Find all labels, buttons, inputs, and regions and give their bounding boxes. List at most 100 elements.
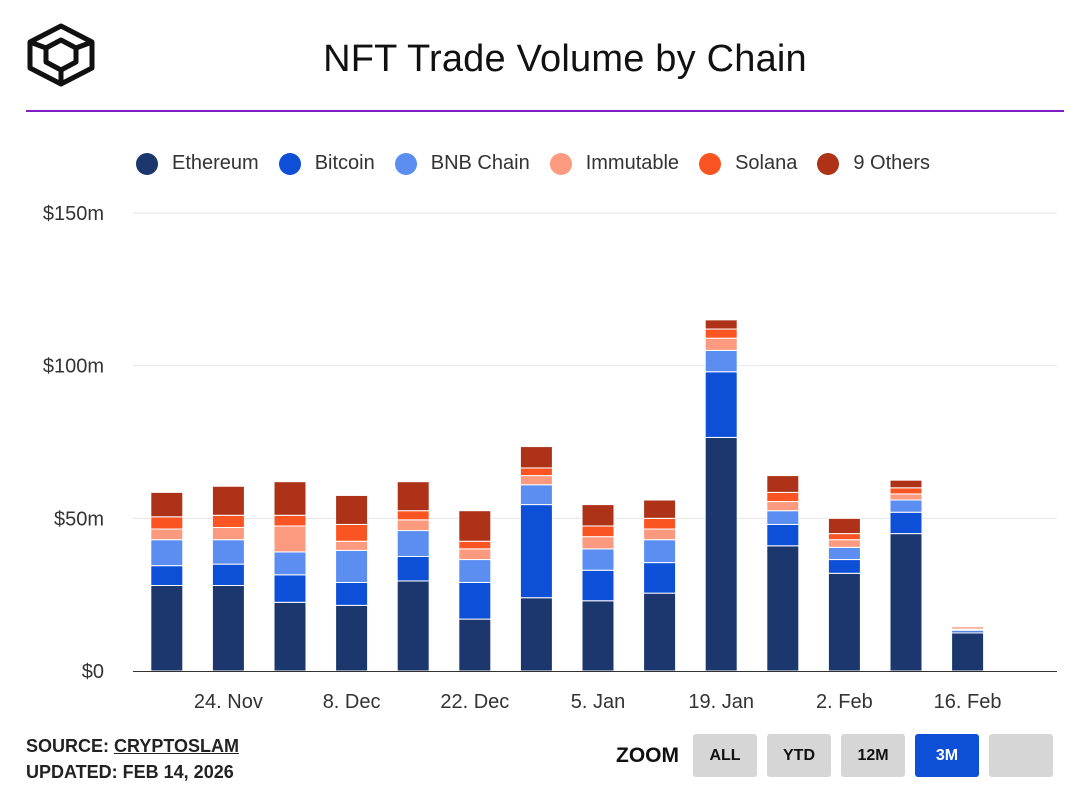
bar-segment (396, 519, 430, 532)
bar-segment (581, 536, 615, 550)
bar-segment (396, 510, 430, 521)
zoom-3m-button[interactable]: 3M (915, 734, 979, 777)
legend-dot-icon (136, 152, 158, 175)
legend-label: BNB Chain (430, 152, 530, 174)
bar-segment (335, 549, 369, 583)
legend-label: Ethereum (172, 152, 259, 174)
source-link[interactable]: CRYPTOSLAM (114, 736, 240, 756)
legend-item-bnb-chain[interactable]: BNB Chain (394, 152, 530, 175)
legend-label: Immutable (585, 152, 680, 174)
bar-segment (889, 533, 923, 672)
bar-segment (519, 467, 553, 477)
bar-segment (889, 487, 923, 495)
bar-segment (458, 540, 492, 550)
chart-legend: Ethereum Bitcoin BNB Chain Immutable Sol… (136, 152, 950, 175)
bar-segment (581, 504, 615, 527)
x-tick-label: 8. Dec (323, 691, 381, 713)
bar-segment (211, 563, 245, 587)
bar-segment (827, 546, 861, 561)
bar-segment (335, 523, 369, 542)
zoom-label: ZOOM (616, 743, 679, 767)
bar-segment (704, 319, 738, 330)
legend-item-solana[interactable]: Solana (699, 152, 797, 175)
legend-item-bitcoin[interactable]: Bitcoin (278, 152, 375, 175)
zoom-12m-button[interactable]: 12M (841, 734, 905, 777)
bar-segment (889, 493, 923, 501)
bar-segment (396, 556, 430, 582)
bar-segment (335, 494, 369, 525)
bar-segment (951, 625, 985, 628)
bar-segment (396, 481, 430, 512)
bar-segment (519, 504, 553, 599)
legend-label: Solana (735, 152, 798, 174)
bar-segment (581, 548, 615, 571)
bar-segment (150, 585, 184, 672)
bar-segment (581, 569, 615, 602)
bar-segment (766, 501, 800, 512)
bar-segment (581, 600, 615, 672)
bar-segment (519, 597, 553, 672)
bar-segment (643, 528, 677, 541)
bar-segment (704, 371, 738, 438)
legend-item-others[interactable]: 9 Others (817, 152, 930, 175)
bar-segment (458, 581, 492, 620)
bar-segment (519, 475, 553, 486)
bar-segment (827, 533, 861, 541)
bar-segment (273, 574, 307, 603)
bar-segment (458, 618, 492, 672)
x-tick-label: 16. Feb (934, 691, 1002, 713)
bar-segment (643, 517, 677, 530)
y-tick-label: $150m (43, 203, 104, 225)
bar-segment (396, 580, 430, 672)
bar-segment (211, 539, 245, 565)
bar-segment (273, 514, 307, 527)
bar-segment (335, 604, 369, 672)
bar-segment (150, 528, 184, 541)
bar-segment (211, 514, 245, 528)
bar-segment (643, 539, 677, 564)
bar-segment (827, 517, 861, 535)
zoom-blank-button[interactable] (989, 734, 1053, 777)
bar-segment (150, 539, 184, 567)
bar-segment (273, 481, 307, 516)
bar-segment (704, 349, 738, 373)
x-tick-label: 2. Feb (816, 691, 873, 713)
bar-segment (889, 479, 923, 489)
legend-dot-icon (699, 152, 722, 175)
cube-logo-icon (27, 23, 95, 87)
zoom-all-button[interactable]: ALL (693, 734, 757, 777)
source-prefix: SOURCE: (26, 736, 110, 756)
bar-segment (951, 632, 985, 672)
bar-segment (150, 491, 184, 518)
bar-segment (704, 436, 738, 672)
legend-dot-icon (278, 152, 301, 175)
title-divider (26, 110, 1064, 112)
x-tick-label: 22. Dec (440, 691, 509, 713)
bar-segment (766, 491, 800, 503)
legend-item-immutable[interactable]: Immutable (549, 152, 680, 175)
y-tick-label: $50m (54, 508, 104, 530)
bar-segment (150, 516, 184, 530)
bar-segment (458, 559, 492, 583)
bar-segment (766, 475, 800, 493)
x-tick-label: 24. Nov (194, 691, 263, 713)
x-tick-label: 19. Jan (688, 691, 754, 713)
bar-segment (704, 328, 738, 339)
bar-segment (273, 525, 307, 553)
bar-segment (643, 592, 677, 672)
bar-segment (150, 565, 184, 587)
zoom-ytd-button[interactable]: YTD (767, 734, 831, 777)
bar-segment (889, 499, 923, 513)
updated-line: UPDATED: FEB 14, 2026 (26, 762, 234, 782)
legend-dot-icon (817, 152, 840, 175)
bar-segment (211, 485, 245, 516)
bar-segment (827, 539, 861, 548)
bar-segment (766, 523, 800, 547)
bar-segment (827, 559, 861, 574)
source-line: SOURCE: CRYPTOSLAM (26, 733, 239, 759)
bar-segment (827, 572, 861, 672)
legend-item-ethereum[interactable]: Ethereum (136, 152, 259, 175)
bar-segment (581, 525, 615, 538)
bar-segment (643, 562, 677, 594)
